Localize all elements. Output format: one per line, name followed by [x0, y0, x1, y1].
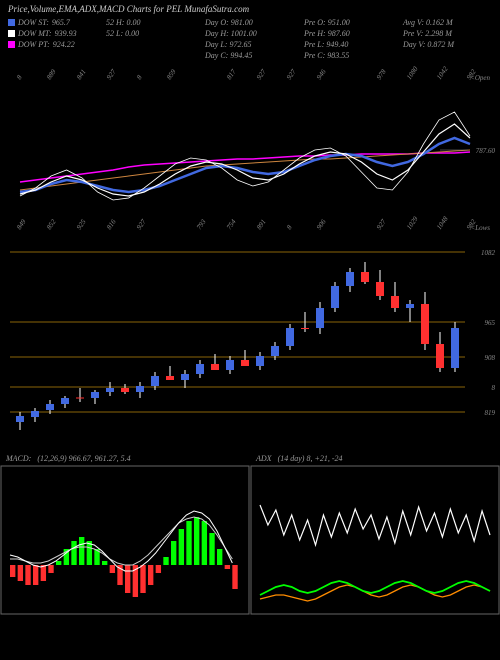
header: Price,Volume,EMA,ADX,MACD Charts for PEL…: [0, 0, 500, 62]
legend-item: DOW PT: 924.22: [8, 40, 98, 49]
legend-swatch: [8, 19, 15, 26]
stat-cell: Day L: 972.65: [205, 40, 294, 49]
legend-label: DOW ST:: [18, 18, 49, 27]
stat-cell: 52 L: 0.00: [106, 29, 195, 38]
macd-panel: MACD: (12,26,9) 966.67, 961.27, 5.4: [0, 452, 250, 620]
legend-value: 939.93: [55, 29, 77, 38]
stat-cell: Pre V: 2.298 M: [403, 29, 492, 38]
legend-value: 965.7: [52, 18, 70, 27]
legend: DOW ST: 965.7DOW MT: 939.93DOW PT: 924.2…: [8, 18, 98, 60]
macd-params: (12,26,9) 966.67, 961.27, 5.4: [37, 454, 130, 463]
svg-text:787.60: 787.60: [476, 147, 496, 155]
adx-panel: ADX (14 day) 8, +21, -24: [250, 452, 500, 620]
stat-cell: Pre H: 987.60: [304, 29, 393, 38]
svg-text:<Open: <Open: [470, 74, 490, 82]
chart-title: Price,Volume,EMA,ADX,MACD Charts for PEL…: [8, 4, 492, 14]
legend-swatch: [8, 41, 15, 48]
legend-swatch: [8, 30, 15, 37]
stat-cell: Pre L: 949.40: [304, 40, 393, 49]
adx-params: (14 day) 8, +21, -24: [278, 454, 343, 463]
adx-title: ADX: [256, 454, 272, 463]
svg-text:1082: 1082: [481, 249, 496, 257]
legend-label: DOW PT:: [18, 40, 50, 49]
legend-item: DOW MT: 939.93: [8, 29, 98, 38]
svg-text:819: 819: [485, 409, 496, 417]
stat-cell: Day H: 1001.00: [205, 29, 294, 38]
candlestick-panel: 8498529258169277937548918906927102910489…: [0, 212, 500, 452]
legend-value: 924.22: [53, 40, 75, 49]
stat-cell: Day V: 0.872 M: [403, 40, 492, 49]
legend-item: DOW ST: 965.7: [8, 18, 98, 27]
stats-grid: 52 H: 0.00 Day O: 981.00 Pre O: 951.00 Avg …: [106, 18, 492, 60]
stat-cell: Pre O: 951.00: [304, 18, 393, 27]
macd-title: MACD:: [6, 454, 31, 463]
svg-text:<Lows: <Lows: [470, 224, 490, 232]
legend-label: DOW MT:: [18, 29, 52, 38]
svg-text:8: 8: [492, 384, 496, 392]
ema-panel: 8889841927885981792792794697810801042982…: [0, 62, 500, 212]
svg-text:908: 908: [485, 354, 496, 362]
stat-cell: [106, 40, 195, 49]
stat-cell: Day O: 981.00: [205, 18, 294, 27]
svg-text:965: 965: [485, 319, 496, 327]
stat-cell: Day C: 994.45: [205, 51, 294, 60]
stat-cell: [403, 51, 492, 60]
stat-cell: 52 H: 0.00: [106, 18, 195, 27]
stat-cell: [106, 51, 195, 60]
stat-cell: Pre C: 983.55: [304, 51, 393, 60]
stat-cell: Avg V: 0.162 M: [403, 18, 492, 27]
